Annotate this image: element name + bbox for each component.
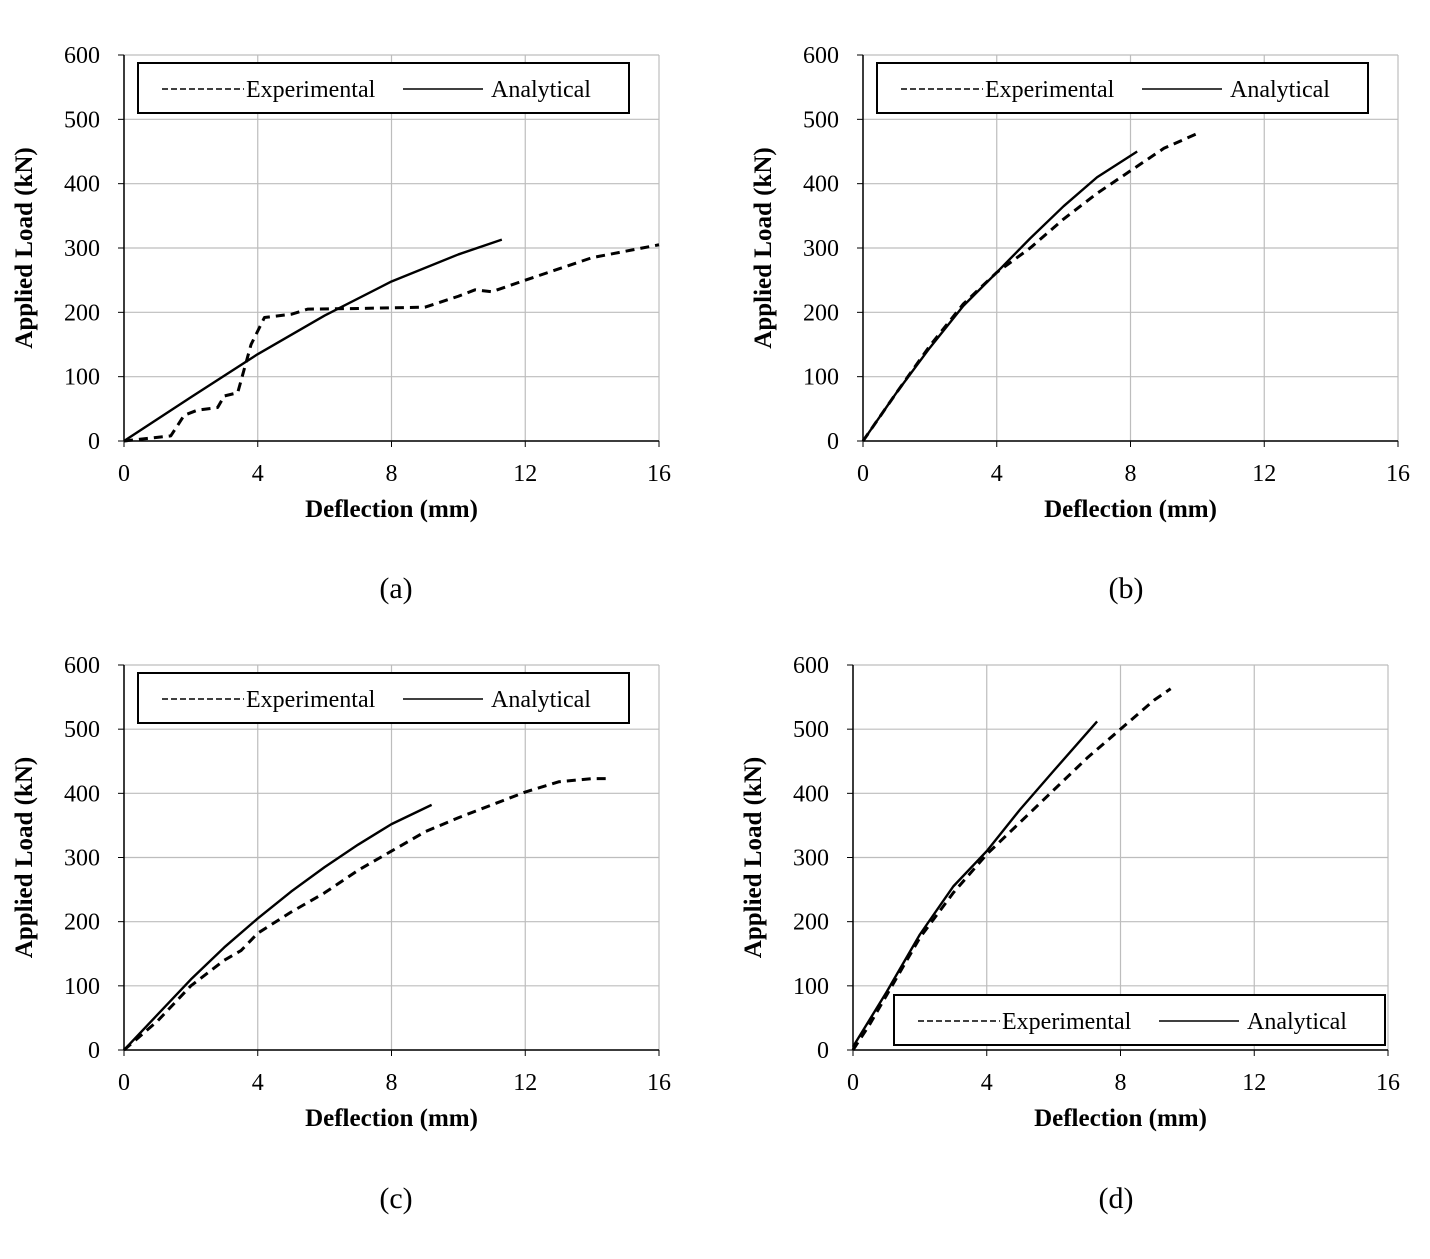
x-tick-label: 0 (118, 461, 130, 487)
legend-label-experimental: Experimental (246, 687, 376, 713)
y-axis-label: Applied Load (kN) (740, 757, 767, 958)
y-tick-label: 600 (64, 653, 100, 679)
x-axis-label: Deflection (mm) (305, 496, 478, 523)
y-tick-label: 0 (88, 1038, 100, 1064)
x-axis-label: Deflection (mm) (305, 1105, 478, 1132)
series-experimental (861, 131, 1202, 442)
series-analytical (862, 150, 1138, 442)
x-tick-label: 4 (991, 461, 1003, 487)
y-tick-label: 500 (64, 717, 100, 743)
caption-a: (a) (379, 572, 413, 605)
legend-box (137, 62, 630, 114)
x-tick-label: 8 (386, 461, 398, 487)
y-tick-label: 400 (793, 781, 829, 807)
x-axis-label: Deflection (mm) (1044, 496, 1217, 523)
y-tick-label: 500 (64, 107, 100, 133)
x-tick-label: 4 (252, 1070, 264, 1096)
x-tick-label: 0 (857, 461, 869, 487)
y-axis-label: Applied Load (kN) (750, 147, 777, 348)
series-experimental (123, 243, 660, 443)
y-tick-label: 300 (64, 846, 100, 872)
chart-b: 0 4 8 12 16 0 100 200 300 400 500 600 Deflection (mm… (750, 43, 1410, 523)
x-tick-label: 8 (1115, 1070, 1127, 1096)
x-tick-label: 16 (1376, 1070, 1400, 1096)
legend-box (137, 672, 630, 724)
y-tick-label: 300 (793, 846, 829, 872)
y-axis-label: Applied Load (kN) (11, 757, 38, 958)
x-tick-label: 0 (847, 1070, 859, 1096)
y-tick-label: 100 (64, 365, 100, 391)
x-tick-label: 16 (647, 1070, 671, 1096)
chart-a: 0 4 8 12 16 0 100 200 300 400 500 600 Deflection (mm… (11, 43, 671, 523)
x-tick-label: 0 (118, 1070, 130, 1096)
y-tick-label: 0 (827, 429, 839, 455)
y-tick-label: 300 (803, 236, 839, 262)
y-tick-label: 0 (817, 1038, 829, 1064)
x-tick-label: 16 (1386, 461, 1410, 487)
y-tick-label: 300 (64, 236, 100, 262)
y-tick-label: 100 (64, 974, 100, 1000)
legend-box (876, 62, 1369, 114)
x-tick-label: 12 (513, 1070, 537, 1096)
caption-b: (b) (1108, 572, 1144, 605)
series-analytical (123, 803, 433, 1051)
y-tick-label: 400 (64, 781, 100, 807)
x-tick-label: 16 (647, 461, 671, 487)
x-axis-label: Deflection (mm) (1034, 1105, 1207, 1132)
x-tick-label: 4 (981, 1070, 993, 1096)
x-tick-label: 12 (513, 461, 537, 487)
series-experimental (851, 687, 1172, 1051)
x-tick-label: 8 (1125, 461, 1137, 487)
chart-d: 0 4 8 12 16 0 100 200 300 400 500 600 Deflection (mm… (740, 653, 1400, 1132)
y-tick-label: 200 (803, 300, 839, 326)
x-tick-label: 4 (252, 461, 264, 487)
x-tick-label: 8 (386, 1070, 398, 1096)
y-tick-label: 600 (793, 653, 829, 679)
y-tick-label: 500 (793, 717, 829, 743)
legend-label-analytical: Analytical (1247, 1009, 1347, 1035)
legend-box (893, 994, 1386, 1046)
y-tick-label: 100 (803, 365, 839, 391)
chart-c: 0 4 8 12 16 0 100 200 300 400 500 600 Deflection (mm… (11, 653, 671, 1132)
legend-label-experimental: Experimental (985, 77, 1115, 103)
y-tick-label: 600 (64, 43, 100, 69)
y-tick-label: 100 (793, 974, 829, 1000)
series-experimental (123, 777, 609, 1052)
series-analytical (851, 720, 1098, 1048)
y-axis-label: Applied Load (kN) (11, 147, 38, 348)
x-tick-label: 12 (1242, 1070, 1266, 1096)
y-tick-label: 200 (793, 910, 829, 936)
y-tick-label: 400 (64, 172, 100, 198)
y-tick-label: 500 (803, 107, 839, 133)
y-tick-label: 0 (88, 429, 100, 455)
series-analytical (123, 238, 503, 443)
y-tick-label: 200 (64, 910, 100, 936)
legend-label-experimental: Experimental (246, 77, 376, 103)
y-tick-label: 200 (64, 300, 100, 326)
y-tick-label: 400 (803, 172, 839, 198)
legend-label-analytical: Analytical (491, 77, 591, 103)
legend-label-analytical: Analytical (1230, 77, 1330, 103)
legend-label-experimental: Experimental (1002, 1009, 1132, 1035)
caption-d: (d) (1098, 1182, 1134, 1215)
legend-label-analytical: Analytical (491, 687, 591, 713)
caption-c: (c) (379, 1182, 413, 1215)
x-tick-label: 12 (1252, 461, 1276, 487)
y-tick-label: 600 (803, 43, 839, 69)
